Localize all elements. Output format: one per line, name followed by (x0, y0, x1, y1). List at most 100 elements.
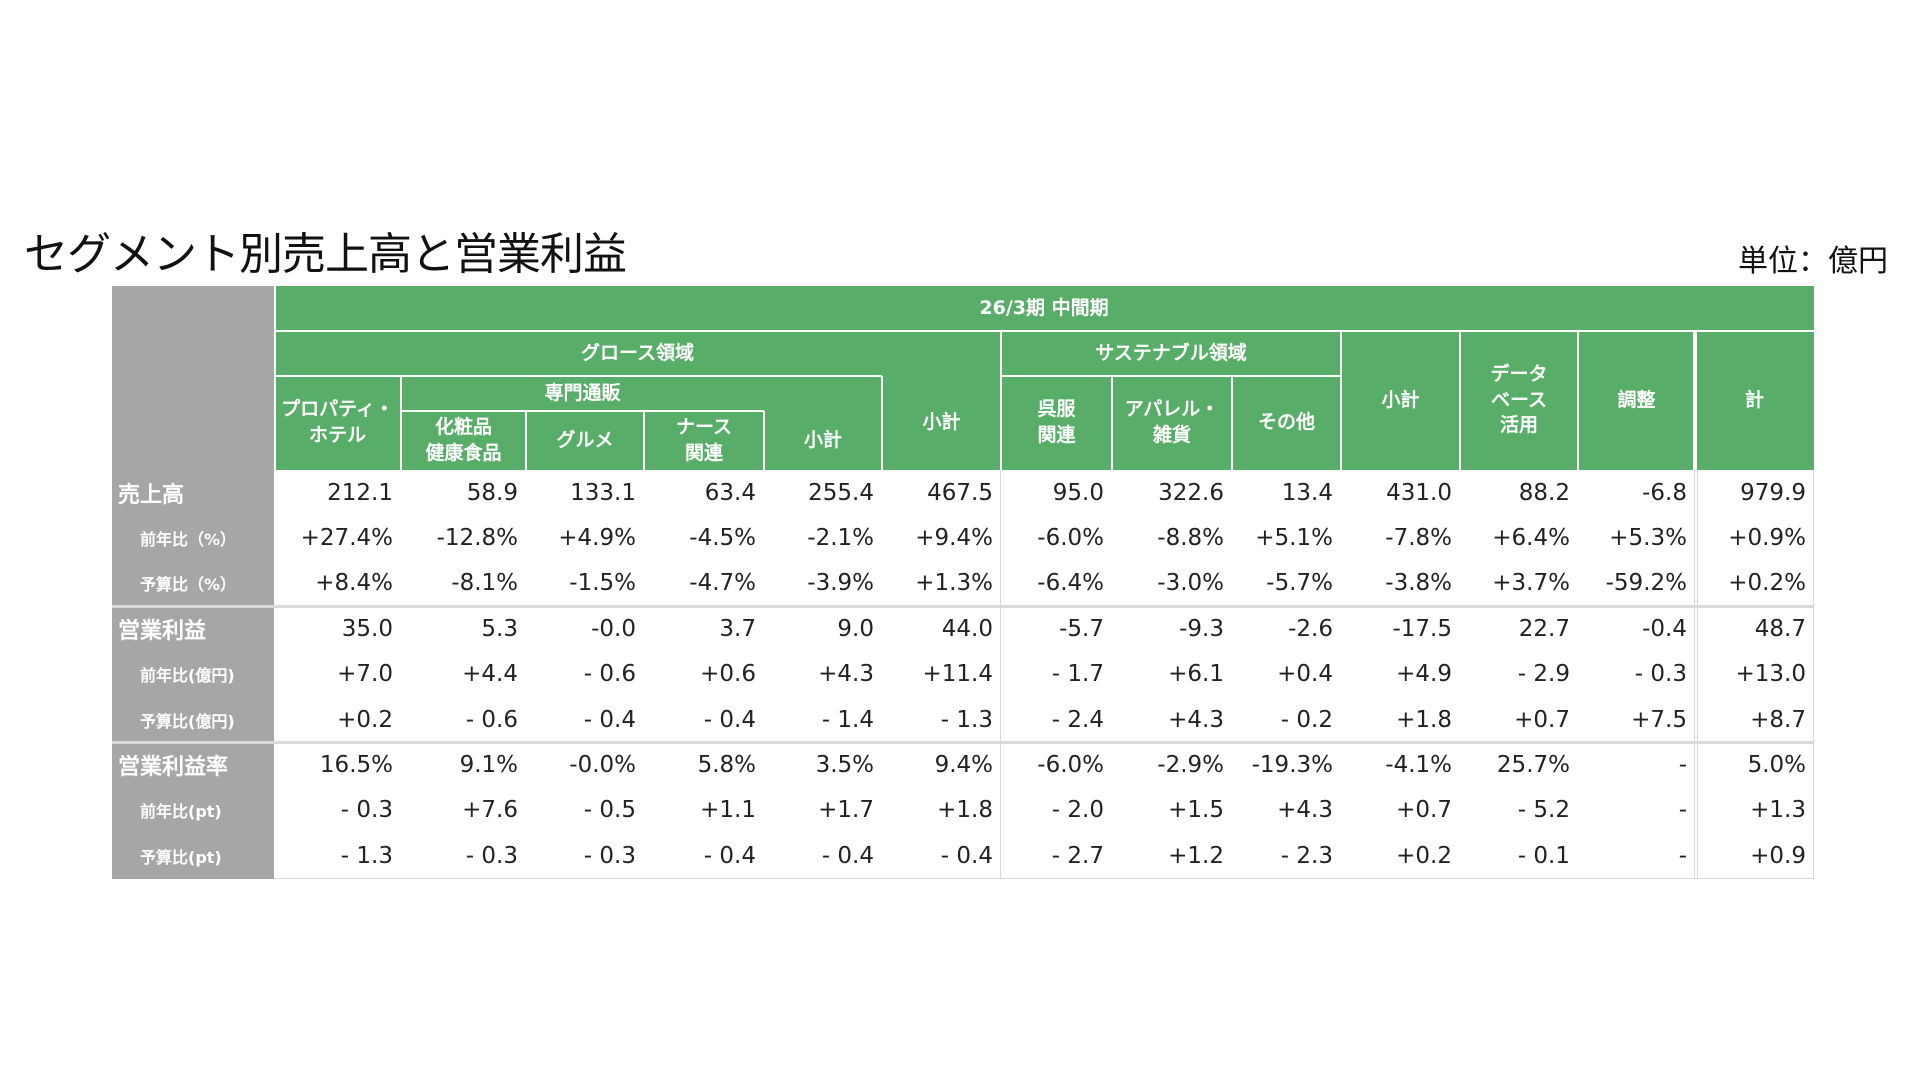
column-header: ナース 関連 (675, 415, 733, 464)
row-label: 前年比（%） (140, 530, 237, 550)
table-cell: 3.5% (815, 752, 874, 779)
table-cell: +0.2 (1396, 842, 1452, 869)
table-cell: +7.5 (1631, 706, 1687, 733)
table-cell: - 1.3 (940, 706, 993, 733)
column-divider (1697, 470, 1698, 879)
table-cell: - 0.6 (465, 706, 518, 733)
header-divider (881, 376, 883, 470)
row-label: 予算比（%） (140, 575, 237, 595)
table-cell: - 0.3 (465, 842, 518, 869)
table-cell: 467.5 (927, 479, 993, 506)
table-cell: -6.0% (1037, 752, 1104, 779)
row-label: 予算比(億円) (140, 711, 235, 731)
label-column (112, 286, 274, 879)
table-cell: +1.8 (937, 797, 993, 824)
table-cell: 431.0 (1386, 479, 1452, 506)
table-cell: -8.8% (1157, 525, 1224, 552)
table-cell: -2.1% (807, 525, 874, 552)
table-cell: - 0.3 (1634, 661, 1687, 688)
table-cell: -2.6 (1288, 615, 1333, 642)
table-cell: 25.7% (1496, 752, 1570, 779)
table-cell: -2.9% (1157, 752, 1224, 779)
table-cell: -3.9% (807, 570, 874, 597)
column-header: グルメ (556, 428, 614, 451)
row-label: 営業利益 (118, 618, 207, 644)
header-divider (1111, 376, 1113, 470)
table-cell: - 2.7 (1051, 842, 1104, 869)
table-cell: 9.1% (459, 752, 518, 779)
table-cell: +0.7 (1396, 797, 1452, 824)
table-cell: - 0.3 (340, 797, 393, 824)
header-divider (1000, 331, 1002, 470)
header-block (274, 286, 1814, 470)
header-divider (1459, 331, 1461, 470)
table-cell: - 5.2 (1517, 797, 1570, 824)
table-cell: 58.9 (466, 479, 518, 506)
column-header: アパレル・ 雑貨 (1124, 398, 1220, 446)
period-header: 26/3期 中間期 (979, 296, 1109, 319)
table-cell: +4.9 (1396, 661, 1452, 688)
table-cell: 212.1 (327, 479, 393, 506)
header-divider (1577, 331, 1579, 470)
table-cell: 133.1 (570, 479, 636, 506)
column-header: 呉服 関連 (1037, 398, 1076, 446)
header-divider (643, 411, 645, 470)
table-cell: - 0.6 (583, 661, 636, 688)
table-cell: +6.4% (1492, 525, 1570, 552)
table-cell: -6.4% (1037, 570, 1104, 597)
table-cell: - 1.3 (340, 842, 393, 869)
table-cell: - 2.3 (1280, 842, 1333, 869)
column-header: 小計 (922, 411, 961, 434)
table-border (274, 878, 1814, 879)
header-divider (1231, 376, 1233, 470)
table-cell: +1.3% (915, 570, 993, 597)
table-cell: +0.2% (1728, 570, 1806, 597)
table-cell: -1.5% (569, 570, 636, 597)
column-header: 小計 (803, 428, 842, 451)
header-divider (1340, 331, 1342, 470)
table-cell: +4.9% (558, 525, 636, 552)
mailorder-header: 専門通販 (544, 381, 621, 404)
header-divider (400, 376, 402, 470)
table-cell: +0.9 (1750, 842, 1806, 869)
table-cell: - 0.2 (1280, 706, 1333, 733)
header-divider (525, 411, 527, 470)
table-cell: -4.1% (1385, 752, 1452, 779)
table-cell: -6.8 (1642, 479, 1687, 506)
table-cell: 95.0 (1052, 479, 1104, 506)
table-cell: 255.4 (808, 479, 874, 506)
table-cell: -3.8% (1385, 570, 1452, 597)
row-label: 営業利益率 (118, 755, 229, 781)
table-cell: 44.0 (941, 615, 993, 642)
table-cell: +5.1% (1255, 525, 1333, 552)
table-cell: - 2.4 (1051, 706, 1104, 733)
table-cell: 979.9 (1740, 479, 1806, 506)
table-cell: - (1678, 797, 1687, 824)
table-cell: -7.8% (1385, 525, 1452, 552)
table-cell: - 0.4 (821, 842, 874, 869)
table-cell: 63.4 (704, 479, 756, 506)
table-cell: +13.0 (1735, 661, 1806, 688)
table-cell: 5.0% (1747, 752, 1806, 779)
table-cell: -0.0% (569, 752, 636, 779)
table-cell: - 2.0 (1051, 797, 1104, 824)
table-cell: -3.0% (1157, 570, 1224, 597)
table-cell: +1.2 (1168, 842, 1224, 869)
table-cell: +1.1 (700, 797, 756, 824)
growth-header: グロース領域 (580, 341, 695, 364)
column-header: 化粧品 健康食品 (425, 415, 502, 464)
table-cell: +6.1 (1168, 661, 1224, 688)
table-cell: +1.7 (818, 797, 874, 824)
table-cell: 13.4 (1281, 479, 1333, 506)
table-cell: 5.3 (481, 615, 518, 642)
table-cell: +1.5 (1168, 797, 1224, 824)
table-cell: -5.7% (1266, 570, 1333, 597)
table-cell: +0.4 (1277, 661, 1333, 688)
header-divider (401, 410, 764, 412)
row-label: 予算比(pt) (140, 847, 222, 867)
table-cell: 5.8% (697, 752, 756, 779)
row-label: 前年比(pt) (140, 802, 222, 822)
table-cell: -8.1% (451, 570, 518, 597)
table-cell: +0.6 (700, 661, 756, 688)
table-cell: 322.6 (1158, 479, 1224, 506)
